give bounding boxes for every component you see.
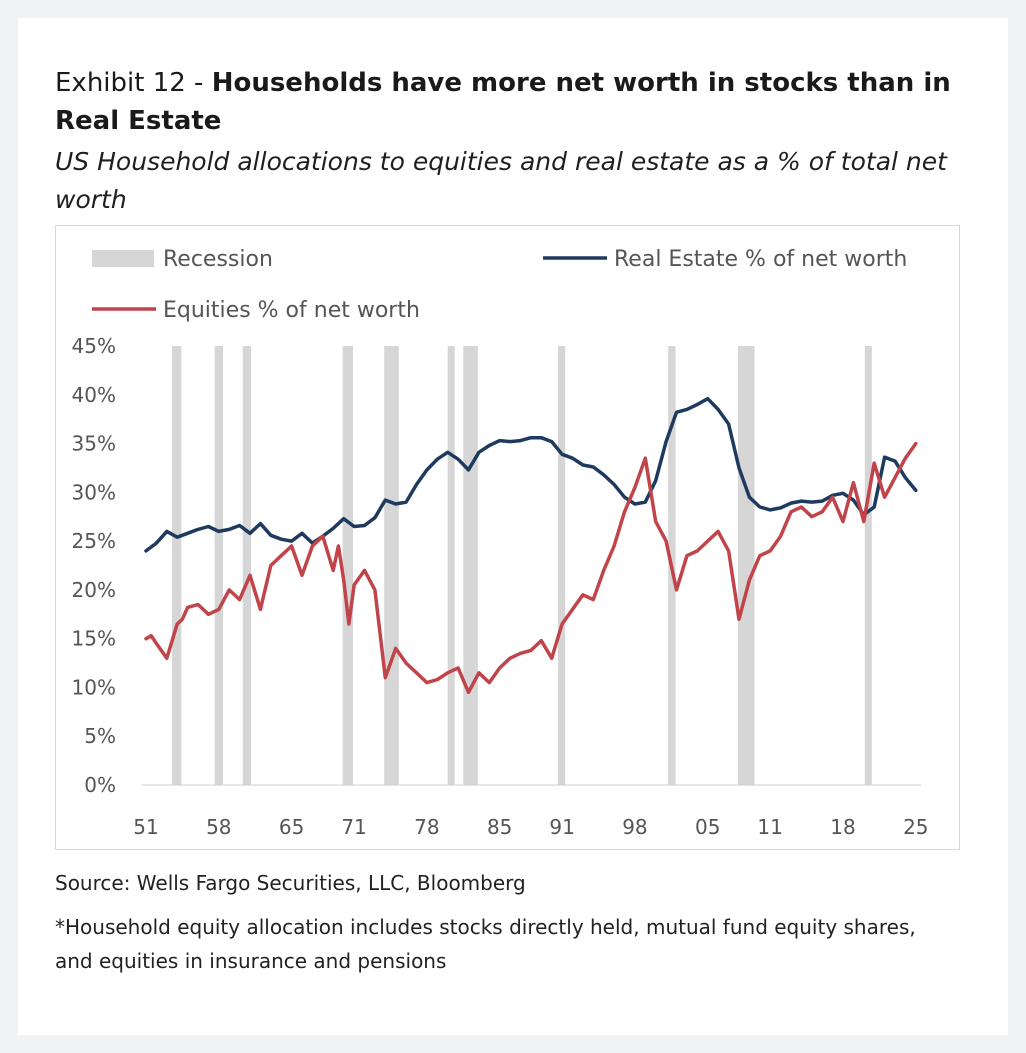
footnote: *Household equity allocation includes st… <box>55 915 916 973</box>
x-tick-label: 58 <box>206 815 231 839</box>
recession-band <box>384 346 399 785</box>
x-tick-label: 11 <box>757 815 782 839</box>
legend-real-estate-label: Real Estate % of net worth <box>614 247 907 272</box>
recession-band <box>557 346 566 785</box>
x-tick-label: 85 <box>487 815 512 839</box>
recession-bands <box>172 346 872 785</box>
x-tick-label: 51 <box>133 815 158 839</box>
y-tick-label: 45% <box>72 334 116 358</box>
page-title: Exhibit 12 - Households have more net wo… <box>55 64 985 140</box>
axes: 0% 5% 10% 15% 20% 25% 30% 35% 40% 45% 51 58 65 71 78 85… <box>72 334 929 839</box>
x-tick-label: 18 <box>830 815 855 839</box>
legend-recession-swatch <box>92 250 154 267</box>
y-tick-label: 10% <box>72 675 116 699</box>
chart-subtitle: US Household allocations to equities and… <box>55 147 947 214</box>
x-tick-label: 98 <box>622 815 647 839</box>
chart-frame <box>55 225 960 850</box>
y-tick-label: 35% <box>72 432 116 456</box>
y-tick-label: 40% <box>72 383 116 407</box>
recession-band <box>214 346 223 785</box>
x-tick-label: 91 <box>549 815 574 839</box>
recession-band <box>447 346 455 785</box>
source-note: Source: Wells Fargo Securities, LLC, Blo… <box>55 871 526 895</box>
recession-band <box>172 346 182 785</box>
x-tick-label: 71 <box>341 815 366 839</box>
y-tick-label: 5% <box>84 724 116 748</box>
y-tick-label: 15% <box>72 627 116 651</box>
recession-band <box>737 346 755 785</box>
x-tick-label: 65 <box>279 815 304 839</box>
recession-band <box>463 346 478 785</box>
exhibit-label: Exhibit 12 - <box>55 68 212 98</box>
recession-band <box>864 346 872 785</box>
y-tick-label: 20% <box>72 578 116 602</box>
x-tick-label: 05 <box>695 815 720 839</box>
y-tick-label: 30% <box>72 480 116 504</box>
equities-line <box>144 441 918 695</box>
legend: Recession Real Estate % of net worth Equ… <box>92 247 907 323</box>
recession-band <box>342 346 354 785</box>
title-text: Households have more net worth in stocks… <box>55 68 951 136</box>
legend-equities-label: Equities % of net worth <box>163 298 420 323</box>
legend-recession-label: Recession <box>163 247 273 272</box>
x-tick-label: 78 <box>414 815 439 839</box>
y-tick-label: 0% <box>84 773 116 797</box>
recession-band <box>242 346 252 785</box>
y-tick-label: 25% <box>72 529 116 553</box>
real-estate-line <box>144 396 918 553</box>
series <box>144 396 918 695</box>
x-tick-label: 25 <box>903 815 928 839</box>
